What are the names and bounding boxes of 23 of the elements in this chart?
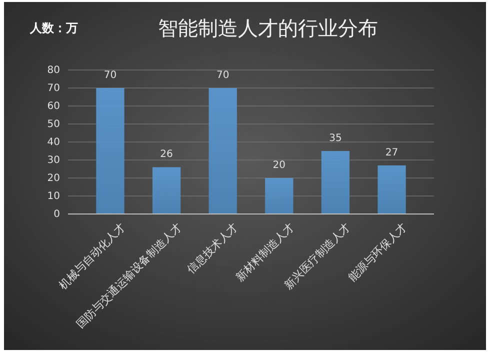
bar bbox=[152, 167, 181, 214]
y-tick-label: 10 bbox=[47, 191, 60, 202]
y-tick-label: 60 bbox=[47, 101, 60, 112]
data-label: 70 bbox=[104, 70, 117, 81]
y-tick-label: 70 bbox=[47, 83, 60, 94]
data-label: 35 bbox=[329, 133, 342, 144]
y-axis-title: 人数：万 bbox=[29, 21, 78, 35]
bar bbox=[265, 178, 294, 214]
chart-title: 智能制造人才的行业分布 bbox=[158, 16, 378, 40]
data-label: 20 bbox=[272, 160, 286, 171]
data-label: 70 bbox=[216, 70, 230, 81]
data-label: 26 bbox=[160, 149, 173, 160]
y-tick-label: 40 bbox=[47, 137, 60, 148]
y-tick-label: 0 bbox=[54, 209, 60, 220]
data-label: 27 bbox=[385, 147, 398, 158]
y-tick-label: 80 bbox=[47, 65, 60, 76]
bar bbox=[208, 88, 237, 214]
bar bbox=[378, 165, 406, 214]
bar bbox=[96, 88, 124, 214]
bar bbox=[321, 151, 350, 214]
y-tick-label: 20 bbox=[47, 173, 60, 184]
y-tick-label: 50 bbox=[47, 119, 60, 130]
y-tick-label: 30 bbox=[47, 155, 60, 166]
